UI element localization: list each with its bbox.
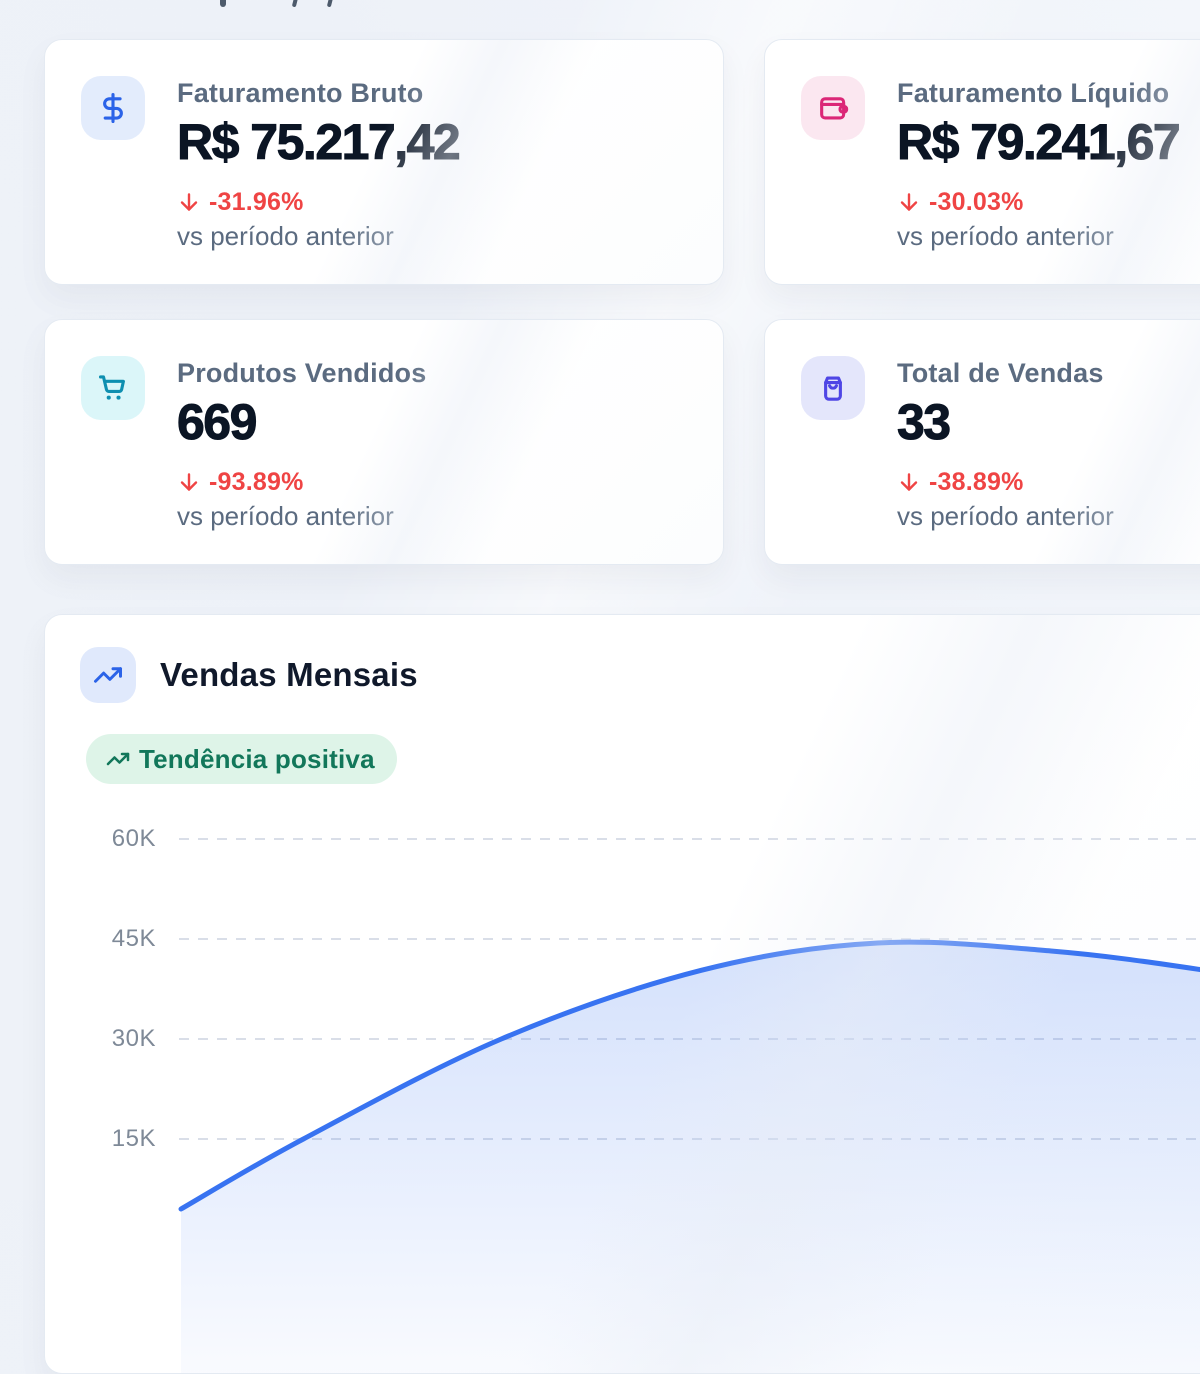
y-axis-labels: 60K 45K 30K 15K xyxy=(45,615,157,1373)
chart-header: Vendas Mensais xyxy=(80,647,418,703)
stat-card-produtos-vendidos: Produtos Vendidos 669 -93.89% vs período… xyxy=(44,319,724,565)
stat-title: Faturamento Bruto xyxy=(177,78,424,108)
stat-caption: vs período anterior xyxy=(897,501,1114,531)
stat-delta-value: -30.03% xyxy=(929,188,1024,216)
stat-body: Total de Vendas 33 -38.89% vs período an… xyxy=(897,356,1114,532)
chart-title: Vendas Mensais xyxy=(160,656,418,693)
trend-badge-label: Tendência positiva xyxy=(139,743,375,774)
cropped-text-fragment xyxy=(326,0,334,8)
stat-card-total-de-vendas: Total de Vendas 33 -38.89% vs período an… xyxy=(764,319,1200,565)
stat-card-faturamento-bruto: Faturamento Bruto R$ 75.217,42 -31.96% v… xyxy=(44,39,724,285)
stat-value: 669 xyxy=(176,394,257,451)
stat-caption: vs período anterior xyxy=(897,221,1114,251)
stat-delta-value: -31.96% xyxy=(209,188,304,216)
cropped-text-fragment xyxy=(291,0,299,8)
stat-delta: -38.89% xyxy=(897,466,1114,498)
arrow-down-icon xyxy=(900,193,918,211)
stats-grid: Faturamento Bruto R$ 75.217,42 -31.96% v… xyxy=(44,39,1200,565)
stat-value: R$ 75.217,42 xyxy=(176,114,461,171)
stat-title: Faturamento Líquido xyxy=(897,78,1170,108)
y-tick-label: 45K xyxy=(111,925,156,952)
shopping-bag-icon xyxy=(801,356,865,420)
arrow-down-icon xyxy=(180,193,198,211)
shopping-cart-icon xyxy=(81,356,145,420)
trend-badge: Tendência positiva xyxy=(86,734,397,784)
y-tick-label: 30K xyxy=(111,1025,156,1052)
y-tick-label: 15K xyxy=(111,1125,156,1152)
stat-delta: -93.89% xyxy=(177,466,426,498)
sales-area-chart xyxy=(178,838,1200,1373)
stat-title: Produtos Vendidos xyxy=(177,358,427,388)
monthly-sales-chart-card: Vendas Mensais Tendência positiva 60K 45K… xyxy=(44,614,1200,1374)
stat-value: R$ 79.241,67 xyxy=(896,114,1181,171)
stat-caption: vs período anterior xyxy=(177,501,394,531)
stat-title: Total de Vendas xyxy=(897,358,1104,388)
stat-body: Faturamento Bruto R$ 75.217,42 -31.96% v… xyxy=(176,76,461,252)
stat-delta-value: -38.89% xyxy=(929,468,1024,496)
y-tick-label: 60K xyxy=(111,825,156,852)
stat-delta: -31.96% xyxy=(177,186,459,218)
chart-line xyxy=(178,939,1200,1212)
stat-value: 33 xyxy=(897,394,952,451)
stat-caption: vs período anterior xyxy=(177,221,394,251)
arrow-down-icon xyxy=(900,473,918,491)
stat-body: Produtos Vendidos 669 -93.89% vs período… xyxy=(176,356,427,532)
cropped-text-fragment xyxy=(220,0,226,7)
chart-area-fill xyxy=(181,942,1200,1373)
stat-body: Faturamento Líquido R$ 79.241,67 -30.03%… xyxy=(896,76,1181,252)
stat-card-faturamento-liquido: Faturamento Líquido R$ 79.241,67 -30.03%… xyxy=(764,39,1200,285)
stat-delta-value: -93.89% xyxy=(209,468,304,496)
wallet-icon xyxy=(801,76,865,140)
dashboard-page: Faturamento Bruto R$ 75.217,42 -31.96% v… xyxy=(44,0,1200,1374)
dollar-sign-icon xyxy=(81,76,145,140)
stat-delta: -30.03% xyxy=(897,186,1179,218)
trending-up-icon xyxy=(80,647,136,703)
trending-up-icon xyxy=(106,752,130,766)
arrow-down-icon xyxy=(180,473,198,491)
